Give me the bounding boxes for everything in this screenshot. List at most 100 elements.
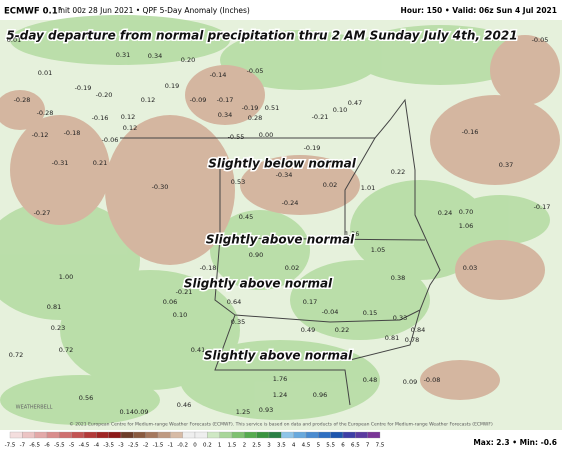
map-value: 1.76 (273, 375, 287, 383)
map-value: 0.41 (191, 346, 205, 354)
map-value: 0.12 (141, 96, 155, 104)
colorbar-swatch (34, 431, 48, 439)
colorbar-swatch (59, 431, 72, 439)
colorbar-label: 7.5 (376, 443, 385, 449)
colorbar-swatch (71, 431, 85, 439)
map-value: 0.53 (231, 178, 245, 186)
map-value: 1.05 (371, 246, 385, 254)
map-value: -0.12 (32, 131, 49, 139)
colorbar-label: 4 (292, 443, 296, 449)
map-value: 0.20 (181, 56, 195, 64)
stats: Max: 2.3 • Min: -0.6 (473, 438, 557, 447)
map-value: 0.34 (218, 111, 232, 119)
map-value: 1.25 (236, 408, 250, 416)
map-value: -0.31 (52, 159, 69, 167)
map-value: 0.140.09 (120, 408, 149, 416)
map-value: 0.51 (265, 104, 279, 112)
colorbar-swatch (244, 431, 257, 439)
colorbar-label: -3.5 (103, 443, 114, 449)
map-value: -0.05 (532, 36, 549, 44)
map-value: 0.34 (148, 52, 162, 60)
colorbar-label: 3.5 (277, 443, 286, 449)
colorbar-swatch (108, 431, 122, 439)
map-value: -0.18 (64, 129, 81, 137)
map-value: 0.19 (165, 82, 179, 90)
init: Init 00z 28 Jun 2021 • QPF 5-Day Anomaly… (58, 6, 250, 15)
colorbar-label: -3 (118, 443, 124, 449)
map-value: 0.01 (38, 69, 52, 77)
map-value: 0.72 (59, 346, 73, 354)
map-value: -0.08 (424, 376, 441, 384)
colorbar-label: -7.5 (5, 443, 16, 449)
map-value: -0.19 (304, 144, 321, 152)
colorbar-label: -7 (20, 443, 26, 449)
colorbar-label: 5.5 (326, 443, 335, 449)
colorbar-swatch (96, 431, 109, 439)
logo: WEATHERBELL (16, 405, 53, 411)
map-value: 0.37 (499, 161, 513, 169)
map-value: 0.00 (259, 131, 273, 139)
map-value: 0.70 (459, 208, 473, 216)
map-value: -0.04 (322, 308, 339, 316)
credit: © 2021 European Centre for Medium-range … (69, 421, 493, 428)
map-value: 0.31 (116, 51, 130, 59)
map-value: -0.30 (152, 183, 169, 191)
map-value: 0.17 (303, 298, 317, 306)
colorbar-swatch (194, 431, 208, 439)
map-value: -0.34 (276, 171, 293, 179)
colorbar-swatch (305, 431, 319, 439)
colorbar-label: 3 (267, 443, 271, 449)
map-value: 0.81 (385, 334, 399, 342)
map-value: 0.96 (313, 391, 327, 399)
colorbar-swatch (170, 431, 183, 439)
map-value: 0.93 (259, 406, 273, 414)
map-value: 0.72 (9, 351, 23, 359)
map-value: 0.15 (363, 309, 377, 317)
colorbar-swatch (281, 431, 294, 439)
map-value: 0.45 (239, 213, 253, 221)
colorbar-swatch (318, 431, 331, 439)
colorbar-label: -2 (143, 443, 148, 449)
map-value: 0.10 (333, 106, 347, 114)
map-value: 0.03 (463, 264, 477, 272)
map-value: 0.56 (79, 394, 93, 402)
map-value: -0.16 (92, 114, 109, 122)
annotation: Slightly above normal (204, 349, 353, 363)
model: ECMWF 0.1° (4, 7, 62, 17)
colorbar-label: 6 (341, 443, 345, 449)
colorbar-label: -0.2 (177, 443, 188, 449)
map-value: -0.17 (217, 96, 234, 104)
map-value: 0.21 (93, 159, 107, 167)
colorbar-swatch (182, 431, 196, 439)
colorbar-label: 1.5 (228, 443, 237, 449)
colorbar-label: -1 (168, 443, 173, 449)
map-value: -0.06 (102, 136, 119, 144)
map (0, 15, 562, 430)
map-value: 0.12 (121, 113, 135, 121)
colorbar-swatch (46, 431, 60, 439)
map-value: 0.46 (177, 401, 191, 409)
colorbar-label: -2.5 (128, 443, 139, 449)
map-value: 0.22 (335, 326, 349, 334)
colorbar-swatch (231, 431, 245, 439)
map-value: 0.02 (285, 264, 299, 272)
colorbar-swatch (145, 431, 159, 439)
map-value: -0.21 (176, 288, 193, 296)
colorbar-swatch (207, 431, 220, 439)
annotation: Slightly above normal (206, 233, 355, 247)
map-value: 0.09 (403, 378, 417, 386)
map-value: -0.20 (96, 91, 113, 99)
colorbar-label: 0.2 (203, 443, 212, 449)
map-value: -0.17 (534, 203, 551, 211)
colorbar-swatch (22, 431, 35, 439)
map-value: 0.49 (301, 326, 315, 334)
map-value: 0.22 (391, 168, 405, 176)
colorbar-swatch (83, 431, 97, 439)
annotation: Slightly above normal (184, 277, 333, 291)
map-value: -0.16 (462, 128, 479, 136)
map-value: 0.24 (438, 209, 452, 217)
colorbar-label: 0 (193, 443, 197, 449)
map-value: -0.55 (228, 133, 245, 141)
colorbar-label: -5 (69, 443, 75, 449)
map-value: -0.27 (34, 209, 51, 217)
